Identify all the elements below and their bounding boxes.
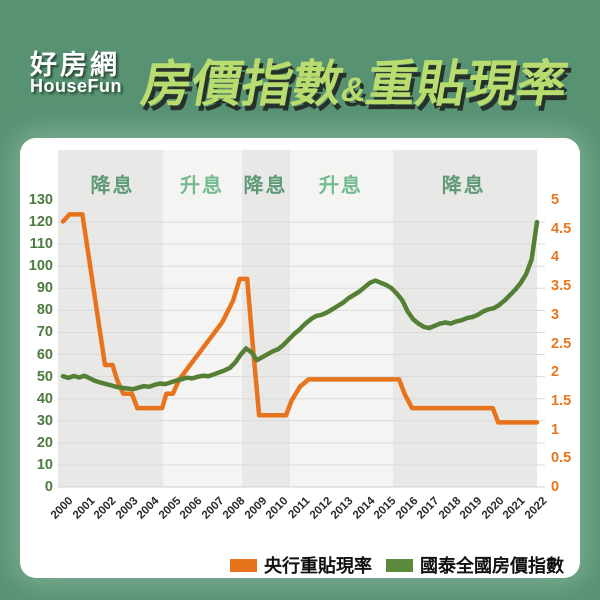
right-axis-tick-label: 5 <box>551 192 560 208</box>
left-axis-tick-label: 40 <box>36 390 53 407</box>
band-label-rate-hike: 升息 <box>318 175 363 197</box>
band-label-rate-cut: 降息 <box>90 175 135 197</box>
left-axis-tick-label: 90 <box>36 280 53 297</box>
right-axis-tick-label: 0 <box>551 479 560 495</box>
chart-legend: 央行重貼現率 國泰全國房價指數 <box>230 552 564 578</box>
housefun-logo: 好房網 HouseFun <box>30 50 122 96</box>
left-axis-tick-label: 130 <box>28 192 53 208</box>
right-axis-tick-label: 4 <box>551 249 560 266</box>
house-price-index-line <box>60 219 540 392</box>
left-axis-tick-label: 100 <box>28 258 53 275</box>
left-axis-tick-label: 60 <box>36 346 53 363</box>
left-axis-tick-label: 0 <box>44 479 53 495</box>
index-legend-swatch <box>386 558 413 572</box>
left-axis-tick-label: 120 <box>28 214 53 231</box>
rediscount-rate-line <box>60 212 540 425</box>
right-axis-tick-label: 0.5 <box>551 450 572 467</box>
legend-item-index: 國泰全國房價指數 <box>386 552 564 578</box>
left-axis-tick-label: 50 <box>36 368 53 385</box>
band-rate-cut <box>58 150 163 487</box>
legend-item-rate: 央行重貼現率 <box>230 552 372 578</box>
band-rate-hike <box>162 150 243 487</box>
logo-chinese: 好房網 <box>30 50 120 80</box>
right-axis-tick-label: 3 <box>551 306 560 323</box>
left-axis-tick-label: 80 <box>36 302 53 319</box>
left-axis-tick-label: 110 <box>29 236 53 253</box>
band-label-rate-cut: 降息 <box>243 175 288 197</box>
right-axis-tick-label: 1 <box>551 421 560 438</box>
right-axis-tick-label: 2.5 <box>551 335 572 352</box>
left-axis-tick-label: 20 <box>36 434 53 451</box>
right-axis-tick-label: 2 <box>551 364 560 381</box>
index-legend-label: 國泰全國房價指數 <box>420 556 564 576</box>
rate-legend-label: 央行重貼現率 <box>264 556 372 576</box>
left-axis-tick-label: 70 <box>36 324 53 341</box>
rate-legend-swatch <box>230 558 257 572</box>
band-label-rate-hike: 升息 <box>179 175 224 197</box>
right-axis-tick-label: 3.5 <box>551 278 572 295</box>
band-label-rate-cut: 降息 <box>441 175 486 197</box>
right-axis-tick-label: 4.5 <box>551 220 572 237</box>
left-axis-tick-label: 30 <box>36 412 53 429</box>
band-rate-hike <box>290 150 394 487</box>
right-axis-tick-label: 1.5 <box>551 392 572 409</box>
logo-english: HouseFun <box>30 76 122 96</box>
left-axis-tick-label: 10 <box>36 456 53 473</box>
